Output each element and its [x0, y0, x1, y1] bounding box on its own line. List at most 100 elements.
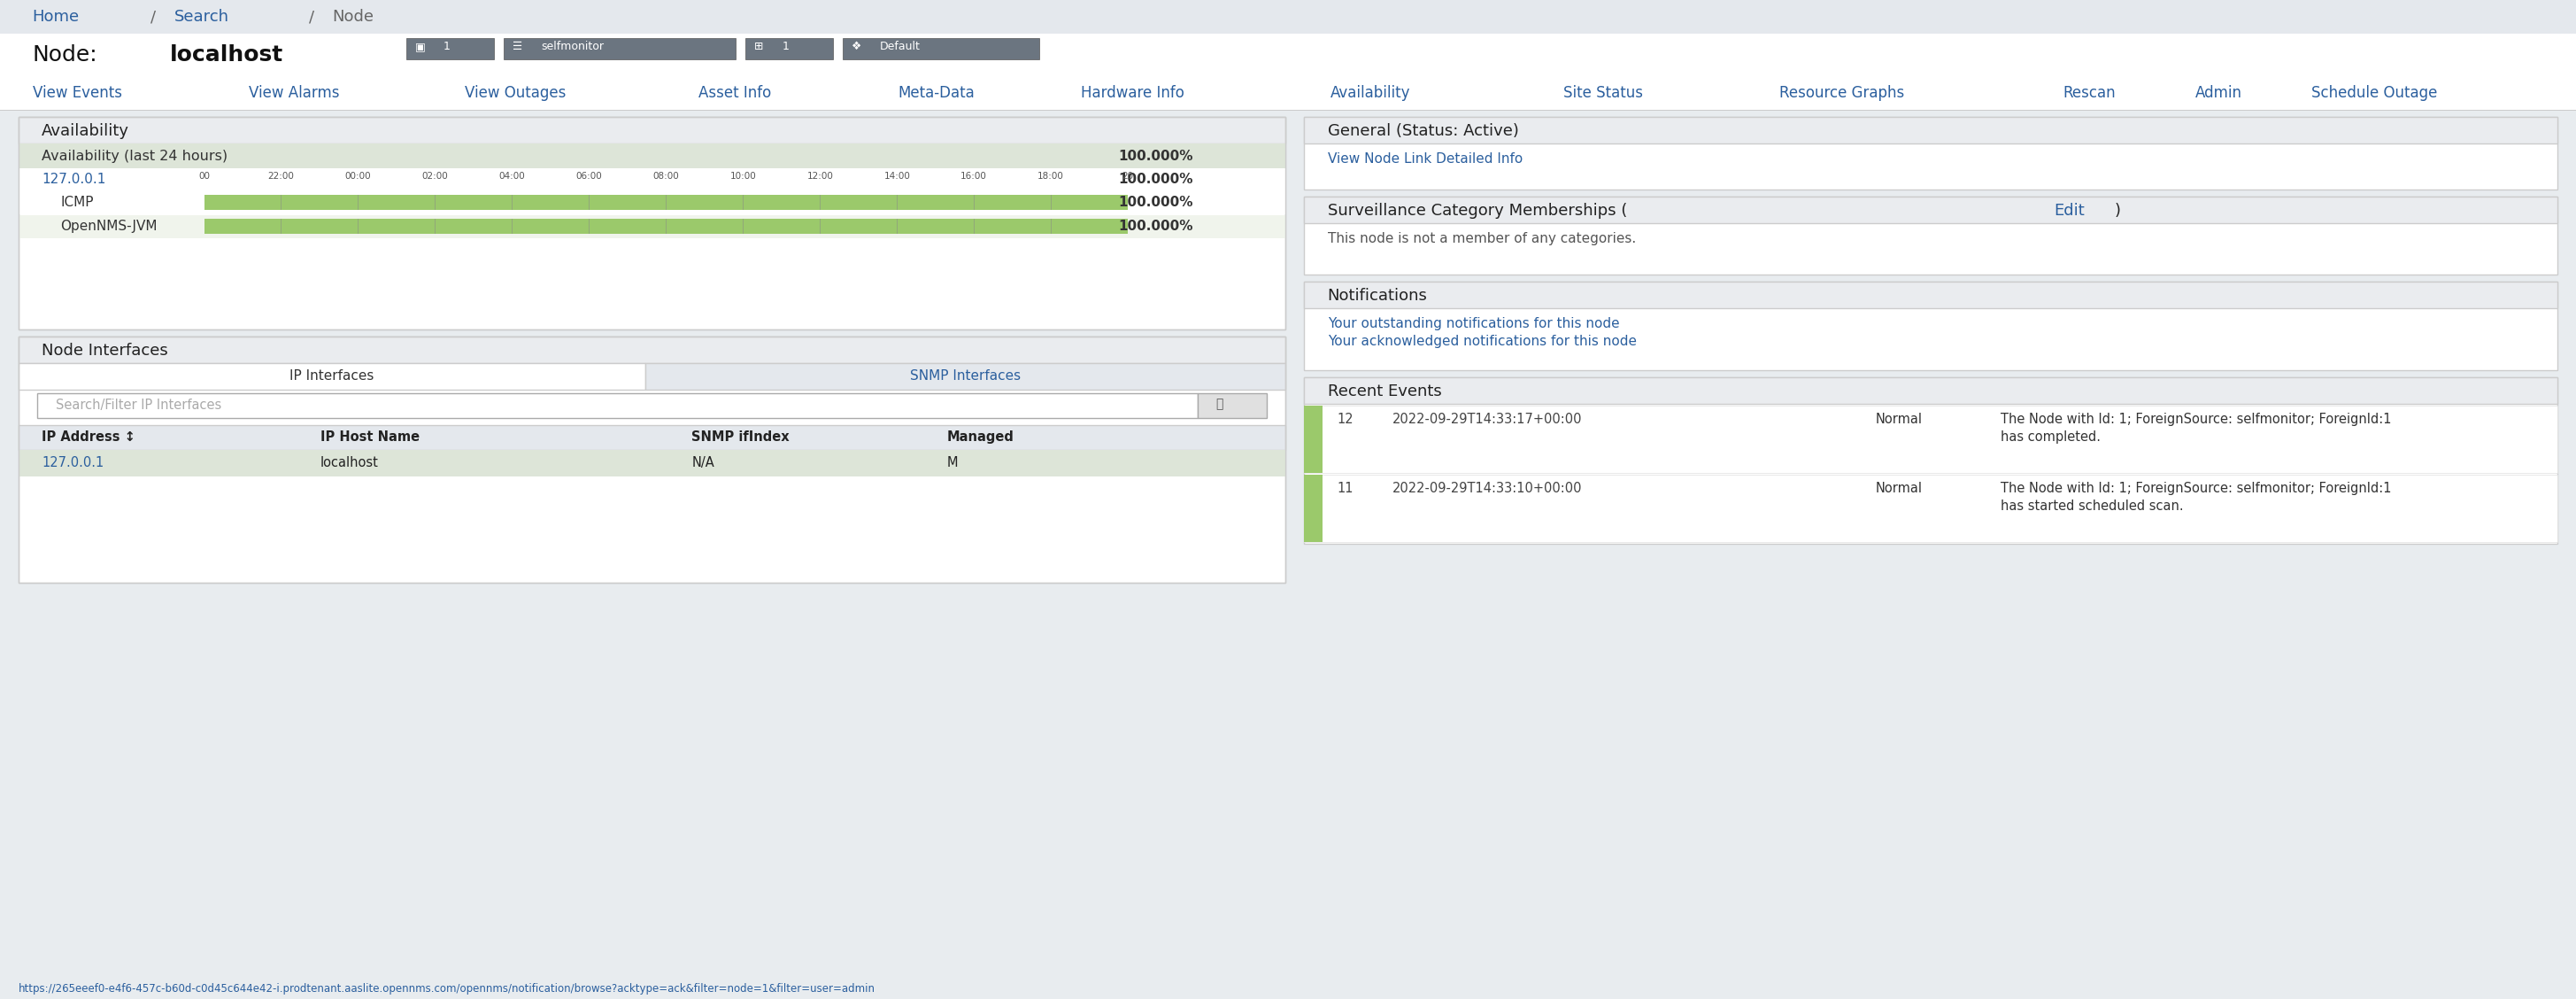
Text: Availability: Availability: [41, 123, 129, 139]
Text: https://265eeef0-e4f6-457c-b60d-c0d45c644e42-i.prodtenant.aaslite.opennms.com/op: https://265eeef0-e4f6-457c-b60d-c0d45c64…: [18, 983, 876, 995]
Text: 127.0.0.1: 127.0.0.1: [41, 173, 106, 186]
Text: Your acknowledged notifications for this node: Your acknowledged notifications for this…: [1327, 335, 1636, 348]
Text: 02:00: 02:00: [422, 172, 448, 181]
Text: 🔍: 🔍: [1216, 398, 1224, 410]
Text: View Node Link Detailed Info: View Node Link Detailed Info: [1327, 152, 1522, 166]
Text: Recent Events: Recent Events: [1327, 384, 1443, 400]
Text: 06:00: 06:00: [577, 172, 603, 181]
Text: Normal: Normal: [1875, 413, 1922, 426]
Bar: [1198, 394, 1267, 418]
Text: Your outstanding notifications for this node: Your outstanding notifications for this …: [1327, 317, 1620, 331]
Bar: [18, 191, 1285, 215]
Text: The Node with Id: 1; ForeignSource: selfmonitor; ForeignId:1: The Node with Id: 1; ForeignSource: self…: [2002, 413, 2391, 426]
Text: localhost: localhost: [170, 44, 283, 66]
Bar: [18, 215, 1285, 238]
Text: Asset Info: Asset Info: [698, 85, 770, 101]
Bar: [18, 337, 1285, 582]
Text: Surveillance Category Memberships (: Surveillance Category Memberships (: [1327, 203, 1628, 219]
Bar: [18, 337, 1285, 363]
Bar: [18, 117, 1285, 330]
Text: ICMP: ICMP: [59, 196, 93, 209]
Bar: [1303, 117, 2558, 190]
Text: The Node with Id: 1; ForeignSource: selfmonitor; ForeignId:1: The Node with Id: 1; ForeignSource: self…: [2002, 482, 2391, 496]
Text: Hardware Info: Hardware Info: [1079, 85, 1185, 101]
Text: Resource Graphs: Resource Graphs: [1780, 85, 1904, 101]
Bar: [204, 195, 1128, 210]
Text: Edit: Edit: [2053, 203, 2084, 219]
Text: Node Interfaces: Node Interfaces: [41, 343, 167, 359]
Text: N/A: N/A: [690, 457, 714, 470]
Text: This node is not a member of any categories.: This node is not a member of any categor…: [1327, 232, 1636, 246]
Text: localhost: localhost: [319, 457, 379, 470]
Text: 00: 00: [198, 172, 211, 181]
Text: Site Status: Site Status: [1564, 85, 1643, 101]
Bar: [744, 38, 832, 59]
Bar: [18, 117, 1285, 144]
Bar: [1303, 378, 2558, 543]
Text: 12:00: 12:00: [806, 172, 832, 181]
Bar: [1303, 197, 2558, 275]
Text: /: /: [309, 9, 314, 25]
Text: View Events: View Events: [33, 85, 121, 101]
Bar: [407, 38, 495, 59]
Text: Normal: Normal: [1875, 482, 1922, 496]
Text: 100.000%: 100.000%: [1118, 196, 1193, 209]
Text: 10:00: 10:00: [729, 172, 757, 181]
Bar: [1303, 378, 2558, 404]
Text: 100.000%: 100.000%: [1118, 150, 1193, 163]
Text: Availability (last 24 hours): Availability (last 24 hours): [41, 150, 227, 163]
Text: 1: 1: [783, 41, 788, 52]
Text: Default: Default: [878, 41, 920, 52]
Text: Schedule Outage: Schedule Outage: [2311, 85, 2437, 101]
Text: ): ): [2115, 203, 2120, 219]
Bar: [18, 168, 1285, 191]
Text: 11: 11: [1337, 482, 1352, 496]
Text: Admin: Admin: [2195, 85, 2241, 101]
Bar: [0, 0, 2576, 34]
Text: IP Address ↕: IP Address ↕: [41, 431, 137, 444]
Bar: [18, 426, 1285, 450]
Text: 00:00: 00:00: [345, 172, 371, 181]
Bar: [18, 363, 644, 390]
Text: 1: 1: [443, 41, 451, 52]
Bar: [1303, 475, 2558, 542]
Bar: [18, 450, 1285, 477]
Bar: [204, 219, 1128, 234]
Bar: [18, 117, 1285, 330]
Bar: [1303, 406, 2558, 473]
Text: selfmonitor: selfmonitor: [541, 41, 603, 52]
Text: Meta-Data: Meta-Data: [896, 85, 974, 101]
Text: 2022-09-29T14:33:17+00:00: 2022-09-29T14:33:17+00:00: [1394, 413, 1582, 426]
Text: ⊞: ⊞: [755, 41, 762, 52]
Text: 14:00: 14:00: [884, 172, 909, 181]
Text: 16:00: 16:00: [961, 172, 987, 181]
Text: ☰: ☰: [513, 41, 523, 52]
Text: /: /: [152, 9, 157, 25]
Text: Managed: Managed: [948, 431, 1015, 444]
Bar: [18, 337, 1285, 582]
Text: 100.000%: 100.000%: [1118, 220, 1193, 233]
Bar: [1303, 117, 2558, 144]
Text: 18:00: 18:00: [1038, 172, 1064, 181]
Bar: [0, 34, 2576, 80]
Text: Node:: Node:: [33, 44, 98, 66]
Text: SNMP ifIndex: SNMP ifIndex: [690, 431, 788, 444]
Text: 12: 12: [1337, 413, 1352, 426]
Text: 127.0.0.1: 127.0.0.1: [41, 457, 103, 470]
Text: Node: Node: [332, 9, 374, 25]
Bar: [502, 38, 737, 59]
Bar: [1303, 475, 1324, 542]
Bar: [1303, 282, 2558, 309]
Text: M: M: [948, 457, 958, 470]
Text: View Alarms: View Alarms: [250, 85, 340, 101]
Text: 100.000%: 100.000%: [1118, 173, 1193, 186]
Bar: [18, 144, 1285, 168]
Text: 04:00: 04:00: [500, 172, 526, 181]
Bar: [1303, 282, 2558, 371]
Text: Notifications: Notifications: [1327, 288, 1427, 304]
Text: OpenNMS-JVM: OpenNMS-JVM: [59, 220, 157, 233]
Bar: [1303, 197, 2558, 223]
Text: ▣: ▣: [415, 41, 425, 52]
Text: Search: Search: [175, 9, 229, 25]
Text: View Outages: View Outages: [466, 85, 567, 101]
